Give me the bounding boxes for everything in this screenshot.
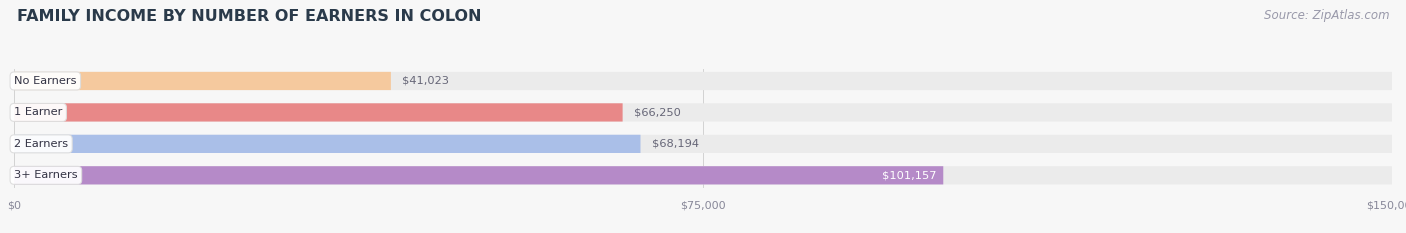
FancyBboxPatch shape <box>14 135 1392 153</box>
FancyBboxPatch shape <box>14 166 943 185</box>
Text: $68,194: $68,194 <box>651 139 699 149</box>
FancyBboxPatch shape <box>14 72 1392 90</box>
Text: 1 Earner: 1 Earner <box>14 107 62 117</box>
Text: FAMILY INCOME BY NUMBER OF EARNERS IN COLON: FAMILY INCOME BY NUMBER OF EARNERS IN CO… <box>17 9 481 24</box>
Text: $66,250: $66,250 <box>634 107 681 117</box>
Text: $101,157: $101,157 <box>882 170 936 180</box>
Text: 3+ Earners: 3+ Earners <box>14 170 77 180</box>
FancyBboxPatch shape <box>14 72 391 90</box>
Text: 2 Earners: 2 Earners <box>14 139 67 149</box>
FancyBboxPatch shape <box>14 166 1392 185</box>
Text: Source: ZipAtlas.com: Source: ZipAtlas.com <box>1264 9 1389 22</box>
Text: $41,023: $41,023 <box>402 76 449 86</box>
Text: No Earners: No Earners <box>14 76 76 86</box>
FancyBboxPatch shape <box>14 103 1392 122</box>
FancyBboxPatch shape <box>14 103 623 122</box>
FancyBboxPatch shape <box>14 135 641 153</box>
